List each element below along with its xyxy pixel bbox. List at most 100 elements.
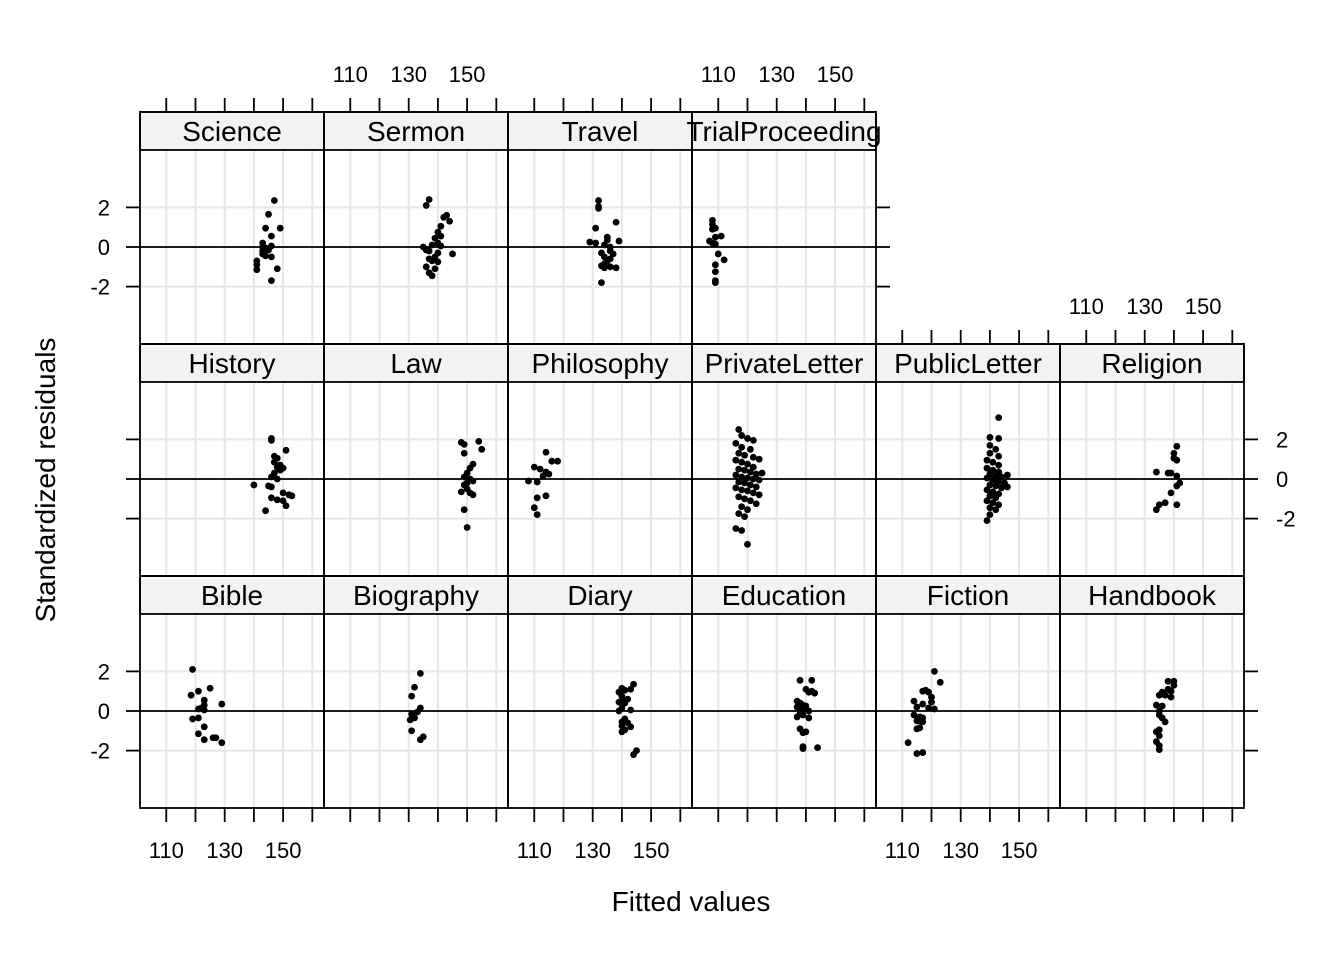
data-point-travel bbox=[612, 218, 620, 226]
data-point-education bbox=[805, 714, 813, 722]
strip-handbook bbox=[1059, 575, 1245, 615]
data-point-diary bbox=[615, 698, 623, 706]
data-point-bible bbox=[212, 734, 220, 742]
strip-label-travel: Travel bbox=[562, 116, 639, 147]
data-point-fiction bbox=[925, 688, 932, 696]
strip-label-sermon: Sermon bbox=[367, 116, 465, 147]
data-point-travel bbox=[595, 204, 602, 212]
data-point-travel bbox=[592, 239, 600, 247]
data-point-trialproceeding bbox=[711, 240, 719, 248]
data-point-education bbox=[808, 676, 816, 684]
panel-frame-religion bbox=[1059, 343, 1245, 577]
data-point-education bbox=[799, 711, 807, 719]
data-point-biography bbox=[408, 727, 416, 735]
data-point-handbook bbox=[1155, 691, 1163, 699]
data-point-publicletter bbox=[986, 481, 994, 489]
data-point-diary bbox=[618, 728, 626, 736]
data-point-privateletter bbox=[741, 513, 748, 521]
data-point-trialproceeding bbox=[711, 268, 719, 276]
x-tick-label-top: 110 bbox=[1069, 294, 1104, 319]
x-tick-label-bottom: 150 bbox=[265, 838, 302, 863]
data-point-bible bbox=[195, 687, 202, 695]
data-point-sermon bbox=[428, 241, 436, 249]
data-point-publicletter bbox=[992, 494, 1000, 502]
x-tick-label-bottom: 130 bbox=[942, 838, 979, 863]
strip-travel bbox=[507, 111, 693, 151]
y-tick-label-left: -2 bbox=[90, 275, 110, 300]
data-point-philosophy bbox=[525, 477, 532, 485]
data-point-privateletter bbox=[747, 445, 754, 453]
data-point-education bbox=[799, 745, 807, 753]
data-point-handbook bbox=[1164, 677, 1172, 685]
data-point-law bbox=[460, 506, 468, 514]
data-point-privateletter bbox=[744, 474, 751, 482]
data-point-science bbox=[262, 224, 269, 232]
data-point-science bbox=[268, 232, 275, 240]
data-point-publicletter bbox=[983, 486, 991, 494]
data-point-bible bbox=[218, 739, 226, 747]
data-point-privateletter bbox=[741, 451, 748, 459]
data-point-privateletter bbox=[755, 491, 763, 499]
strip-fiction bbox=[875, 575, 1061, 615]
data-point-sermon bbox=[449, 250, 456, 258]
data-point-diary bbox=[627, 723, 635, 731]
data-point-science bbox=[268, 253, 275, 261]
y-tick-label-left: 2 bbox=[98, 195, 110, 220]
data-point-privateletter bbox=[741, 479, 748, 487]
data-point-publicletter bbox=[989, 476, 997, 484]
strip-label-religion: Religion bbox=[1101, 348, 1202, 379]
data-point-bible bbox=[200, 736, 208, 744]
data-point-privateletter bbox=[744, 540, 751, 548]
strip-biography bbox=[323, 575, 509, 615]
x-tick-label-top: 110 bbox=[333, 62, 368, 87]
data-point-fiction bbox=[919, 700, 927, 708]
data-point-diary bbox=[627, 685, 635, 693]
data-point-education bbox=[814, 744, 821, 752]
data-point-religion bbox=[1173, 456, 1181, 464]
data-point-history bbox=[279, 489, 287, 497]
data-point-history bbox=[279, 497, 287, 505]
data-point-biography bbox=[414, 708, 421, 716]
data-point-bible bbox=[187, 691, 195, 699]
data-point-publicletter bbox=[986, 511, 994, 519]
strip-trialproceeding bbox=[691, 111, 877, 151]
data-point-publicletter bbox=[983, 497, 991, 505]
data-point-privateletter bbox=[752, 470, 760, 478]
data-point-science bbox=[262, 252, 269, 260]
data-point-history bbox=[282, 446, 290, 454]
data-point-religion bbox=[1173, 472, 1181, 480]
data-point-science bbox=[268, 277, 275, 285]
data-point-privateletter bbox=[749, 489, 757, 497]
data-point-bible bbox=[200, 723, 208, 731]
strip-privateletter bbox=[691, 343, 877, 383]
data-point-fiction bbox=[936, 678, 944, 686]
data-point-bible bbox=[195, 705, 202, 713]
data-point-sermon bbox=[437, 232, 445, 240]
data-point-privateletter bbox=[744, 487, 751, 495]
data-point-religion bbox=[1173, 501, 1181, 509]
data-point-law bbox=[463, 524, 471, 531]
data-point-sermon bbox=[422, 202, 430, 209]
data-point-publicletter bbox=[983, 517, 991, 524]
data-point-history bbox=[268, 483, 275, 491]
data-point-privateletter bbox=[744, 506, 751, 514]
strip-label-diary: Diary bbox=[567, 580, 632, 611]
x-tick-label-bottom: 110 bbox=[517, 838, 552, 863]
data-point-privateletter bbox=[752, 500, 760, 508]
data-point-privateletter bbox=[738, 486, 746, 494]
data-point-philosophy bbox=[539, 472, 547, 480]
data-point-privateletter bbox=[735, 493, 743, 501]
data-point-privateletter bbox=[732, 471, 740, 479]
data-point-science bbox=[265, 210, 272, 218]
data-point-privateletter bbox=[732, 456, 740, 464]
data-point-handbook bbox=[1167, 687, 1175, 695]
y-tick-label-left: 0 bbox=[98, 235, 110, 260]
data-point-publicletter bbox=[1004, 471, 1011, 479]
x-tick-label-top: 110 bbox=[701, 62, 736, 87]
data-point-education bbox=[805, 688, 813, 696]
x-tick-label-bottom: 130 bbox=[206, 838, 243, 863]
data-point-fiction bbox=[913, 725, 921, 733]
data-point-handbook bbox=[1161, 718, 1169, 726]
x-tick-label-top: 150 bbox=[1185, 294, 1222, 319]
data-point-education bbox=[802, 728, 810, 736]
